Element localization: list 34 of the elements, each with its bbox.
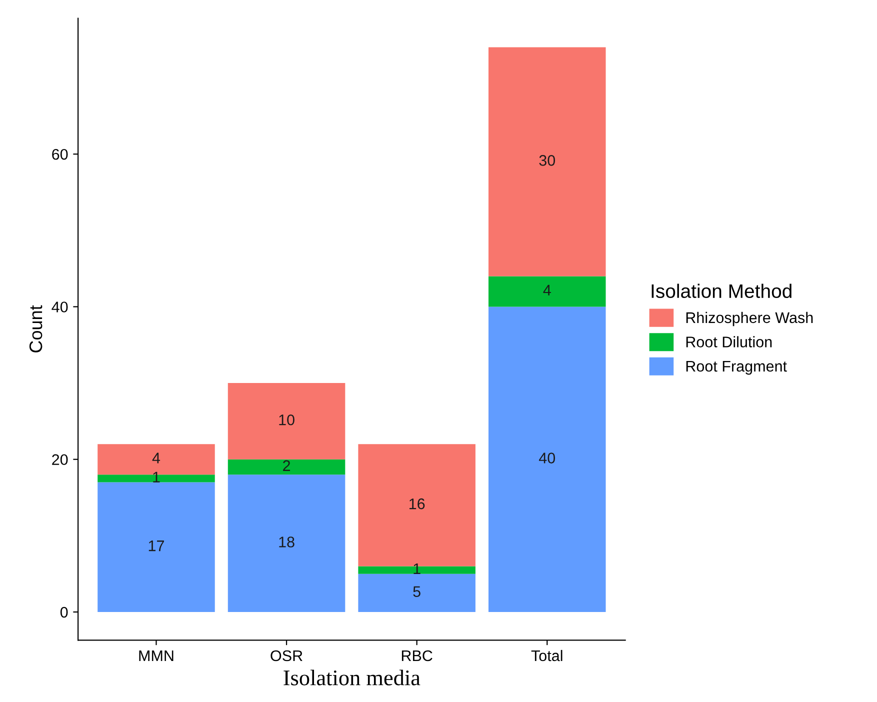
bar <box>488 306 606 612</box>
y-tick-label: 60 <box>52 148 68 160</box>
bar <box>488 276 606 307</box>
data-label: 4 <box>543 284 551 296</box>
legend-label: Rhizosphere Wash <box>686 312 813 326</box>
data-label: 17 <box>148 540 164 552</box>
bar <box>228 459 346 475</box>
bar <box>98 482 215 612</box>
data-label: 5 <box>413 586 420 598</box>
legend-title: Isolation Method <box>652 284 792 298</box>
y-tick-label: 20 <box>52 454 68 466</box>
legend-label: Root Fragment <box>686 361 787 375</box>
legend-label: Root Dilution <box>686 336 772 348</box>
data-label: 30 <box>539 155 556 166</box>
data-label: 1 <box>153 472 160 482</box>
bar <box>228 474 346 612</box>
data-label: 18 <box>279 536 294 548</box>
bar <box>228 383 346 460</box>
x-tick-label: MMN <box>139 650 174 662</box>
y-axis-title: Count <box>29 305 42 352</box>
data-label: 2 <box>283 460 290 471</box>
x-axis-title: Isolation media <box>284 670 420 686</box>
x-tick-label: Total <box>531 650 562 662</box>
y-tick-label: 40 <box>52 302 68 312</box>
data-label: 4 <box>152 452 160 464</box>
bar <box>358 574 476 612</box>
data-label: 40 <box>538 452 556 464</box>
x-tick-label: OSR <box>270 650 302 662</box>
bar <box>488 47 606 276</box>
data-label: 1 <box>414 563 420 574</box>
x-tick-label: RBC <box>402 650 432 662</box>
y-tick-label: 0 <box>60 606 68 618</box>
data-label: 16 <box>409 498 425 510</box>
data-label: 10 <box>279 414 294 426</box>
